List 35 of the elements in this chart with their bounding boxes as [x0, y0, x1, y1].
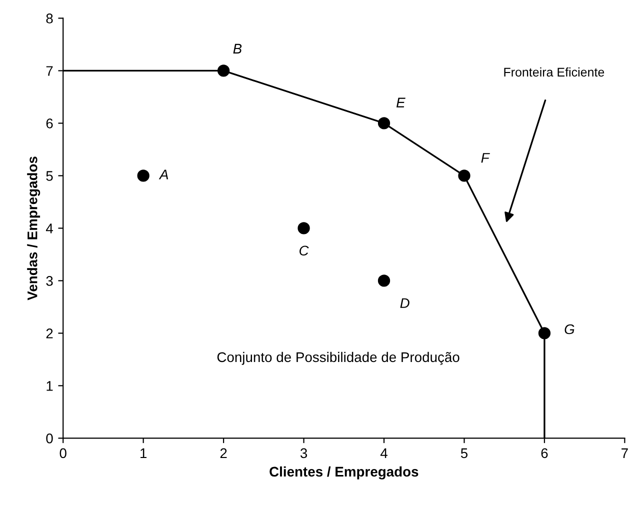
- y-tick-label: 4: [46, 224, 53, 234]
- annotation: Fronteira Eficiente: [504, 67, 604, 77]
- y-tick-label: 8: [46, 14, 53, 24]
- point: [217, 64, 230, 77]
- annotation: C: [300, 246, 309, 256]
- y-tick-label: 0: [46, 434, 53, 444]
- point: [378, 117, 390, 130]
- annotation: B: [233, 44, 242, 54]
- y-tick-label: 3: [46, 276, 53, 286]
- x-tick-label: 7: [622, 448, 628, 458]
- x-tick-label: 2: [220, 448, 227, 458]
- x-tick-label: 3: [300, 448, 308, 458]
- annotation: Conjunto de Possibilidade de Produção: [217, 352, 460, 365]
- x-tick-label: 0: [60, 448, 66, 458]
- annotation: G: [564, 324, 574, 334]
- point: [298, 222, 310, 234]
- annotation: D: [400, 298, 410, 308]
- y-tick-label: 2: [46, 328, 53, 338]
- point: [538, 327, 551, 340]
- x-tick-label: 1: [140, 448, 147, 458]
- annotation: F: [481, 153, 490, 163]
- y-tick-label: 6: [46, 118, 53, 128]
- x-tick-label: 6: [541, 448, 548, 458]
- annotation: A: [158, 170, 168, 180]
- x-tick-label: 5: [460, 448, 468, 458]
- point: [137, 170, 150, 182]
- x-axis-title: Clientes / Empregados: [270, 466, 418, 480]
- y-tick-label: 1: [46, 381, 53, 391]
- y-tick-label: 7: [46, 66, 53, 76]
- annotation: E: [396, 98, 406, 108]
- x-tick-label: 4: [380, 448, 388, 458]
- y-tick-label: 5: [46, 171, 53, 181]
- y-axis-title: Vendas / Empregados: [27, 156, 40, 300]
- point: [458, 170, 470, 182]
- point: [378, 274, 390, 287]
